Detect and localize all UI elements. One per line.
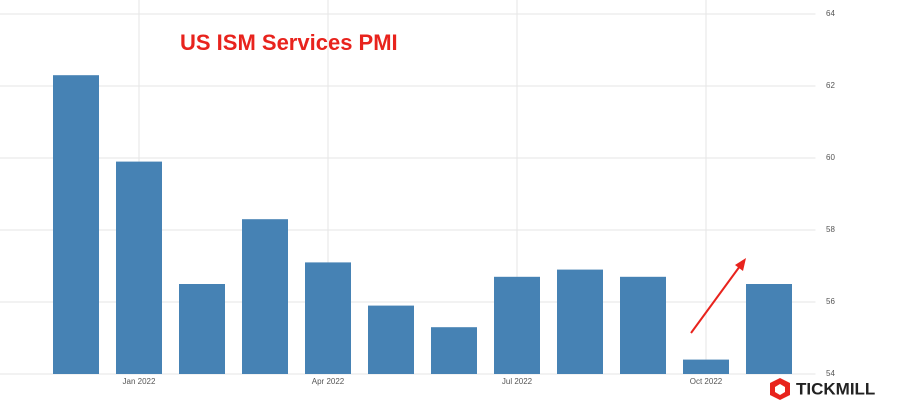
bar [53,75,99,374]
trend-arrow [690,258,746,334]
bar [116,161,162,374]
bar [683,359,729,374]
y-tick-label: 64 [826,9,835,18]
y-tick-label: 54 [826,369,835,378]
y-tick-label: 58 [826,225,835,234]
x-tick-label: Oct 2022 [690,377,723,386]
chart-title: US ISM Services PMI [180,30,398,55]
logo: TICKMILL [770,378,875,400]
bar [746,284,792,374]
bar [431,327,477,374]
bar [368,305,414,374]
logo-text: TICKMILL [796,379,875,398]
bar [305,262,351,374]
bar [494,276,540,374]
y-tick-label: 60 [826,153,835,162]
bar [179,284,225,374]
x-tick-label: Apr 2022 [312,377,345,386]
x-tick-label: Jul 2022 [502,377,533,386]
y-tick-label: 56 [826,297,835,306]
x-tick-label: Jan 2022 [123,377,156,386]
bar [620,276,666,374]
bar [242,219,288,374]
bar [557,269,603,374]
y-tick-label: 62 [826,81,835,90]
